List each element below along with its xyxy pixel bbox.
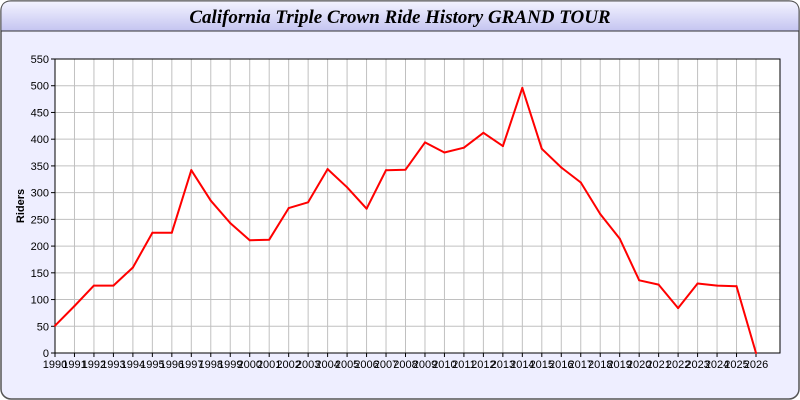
data-point [657,283,660,286]
x-tick-label: 2010 [432,359,456,371]
data-point [365,207,368,210]
y-axis-label: Riders [15,189,27,223]
data-point [579,181,582,184]
data-point [618,237,621,240]
data-point [385,169,388,172]
data-point [112,284,115,287]
data-point [716,284,719,287]
data-point [190,169,193,172]
x-tick-label: 2025 [724,359,748,371]
y-tick-label: 450 [31,107,49,119]
x-tick-label: 2014 [510,359,534,371]
y-tick-label: 150 [31,268,49,280]
x-tick-label: 2015 [530,359,554,371]
x-tick-label: 2018 [588,359,612,371]
data-point [326,168,329,171]
x-tick-label: 2007 [374,359,398,371]
x-tick-label: 1990 [43,359,67,371]
data-point [268,238,271,241]
x-tick-label: 2000 [237,359,261,371]
data-point [755,352,757,354]
x-tick-label: 2019 [607,359,631,371]
x-tick-label: 2003 [296,359,320,371]
title-bar [0,0,800,32]
y-tick-label: 400 [31,134,49,146]
data-point [696,282,699,285]
data-point [92,284,95,287]
x-tick-label: 1994 [121,359,145,371]
data-point [248,239,251,242]
plot-area [55,59,780,353]
data-point [501,145,504,148]
x-tick-label: 1995 [140,359,164,371]
x-tick-label: 2002 [276,359,300,371]
data-point [443,151,446,154]
y-tick-label: 0 [43,348,49,360]
y-tick-label: 100 [31,295,49,307]
x-tick-label: 1997 [179,359,203,371]
data-point [482,131,485,134]
y-tick-label: 50 [37,321,49,333]
x-tick-label: 2013 [491,359,515,371]
data-point [54,324,56,327]
x-tick-label: 2023 [685,359,709,371]
data-point [229,222,232,225]
x-tick-label: 2020 [627,359,651,371]
data-point [560,166,563,169]
data-point [307,201,310,204]
x-tick-label: 1993 [101,359,125,371]
x-tick-label: 2017 [569,359,593,371]
data-point [521,86,524,89]
data-point [638,279,641,282]
x-tick-label: 2021 [646,359,670,371]
data-point [423,141,426,144]
data-point [677,307,680,310]
x-tick-label: 1991 [62,359,86,371]
data-point [209,199,212,202]
chart-title: California Triple Crown Ride History GRA… [189,7,610,28]
data-point [131,266,134,269]
y-tick-label: 500 [31,81,49,93]
data-point [346,186,349,189]
data-point [599,213,602,216]
plot-border [54,58,781,354]
y-tick-label: 350 [31,161,49,173]
y-tick-label: 200 [31,241,49,253]
data-point [462,146,465,149]
x-tick-label: 2009 [413,359,437,371]
x-tick-label: 1992 [82,359,106,371]
data-point [170,231,173,234]
data-point [73,304,76,307]
x-tick-label: 2012 [471,359,495,371]
y-tick-label: 300 [31,188,49,200]
data-point [735,285,738,288]
x-tick-label: 2008 [393,359,417,371]
x-tick-label: 2024 [705,359,729,371]
x-tick-label: 1996 [160,359,184,371]
x-tick-label: 1998 [199,359,223,371]
y-tick-label: 250 [31,214,49,226]
data-point [287,207,290,210]
x-tick-label: 2016 [549,359,573,371]
x-tick-label: 2011 [452,359,476,371]
y-tick-label: 550 [31,54,49,66]
data-point [151,231,154,234]
x-tick-label: 1999 [218,359,242,371]
data-point [540,147,543,150]
x-tick-label: 2001 [257,359,281,371]
x-tick-label: 2005 [335,359,359,371]
x-tick-label: 2006 [354,359,378,371]
x-tick-label: 2004 [315,359,339,371]
data-point [404,168,407,171]
x-tick-label: 2026 [744,359,768,371]
x-tick-label: 2022 [666,359,690,371]
